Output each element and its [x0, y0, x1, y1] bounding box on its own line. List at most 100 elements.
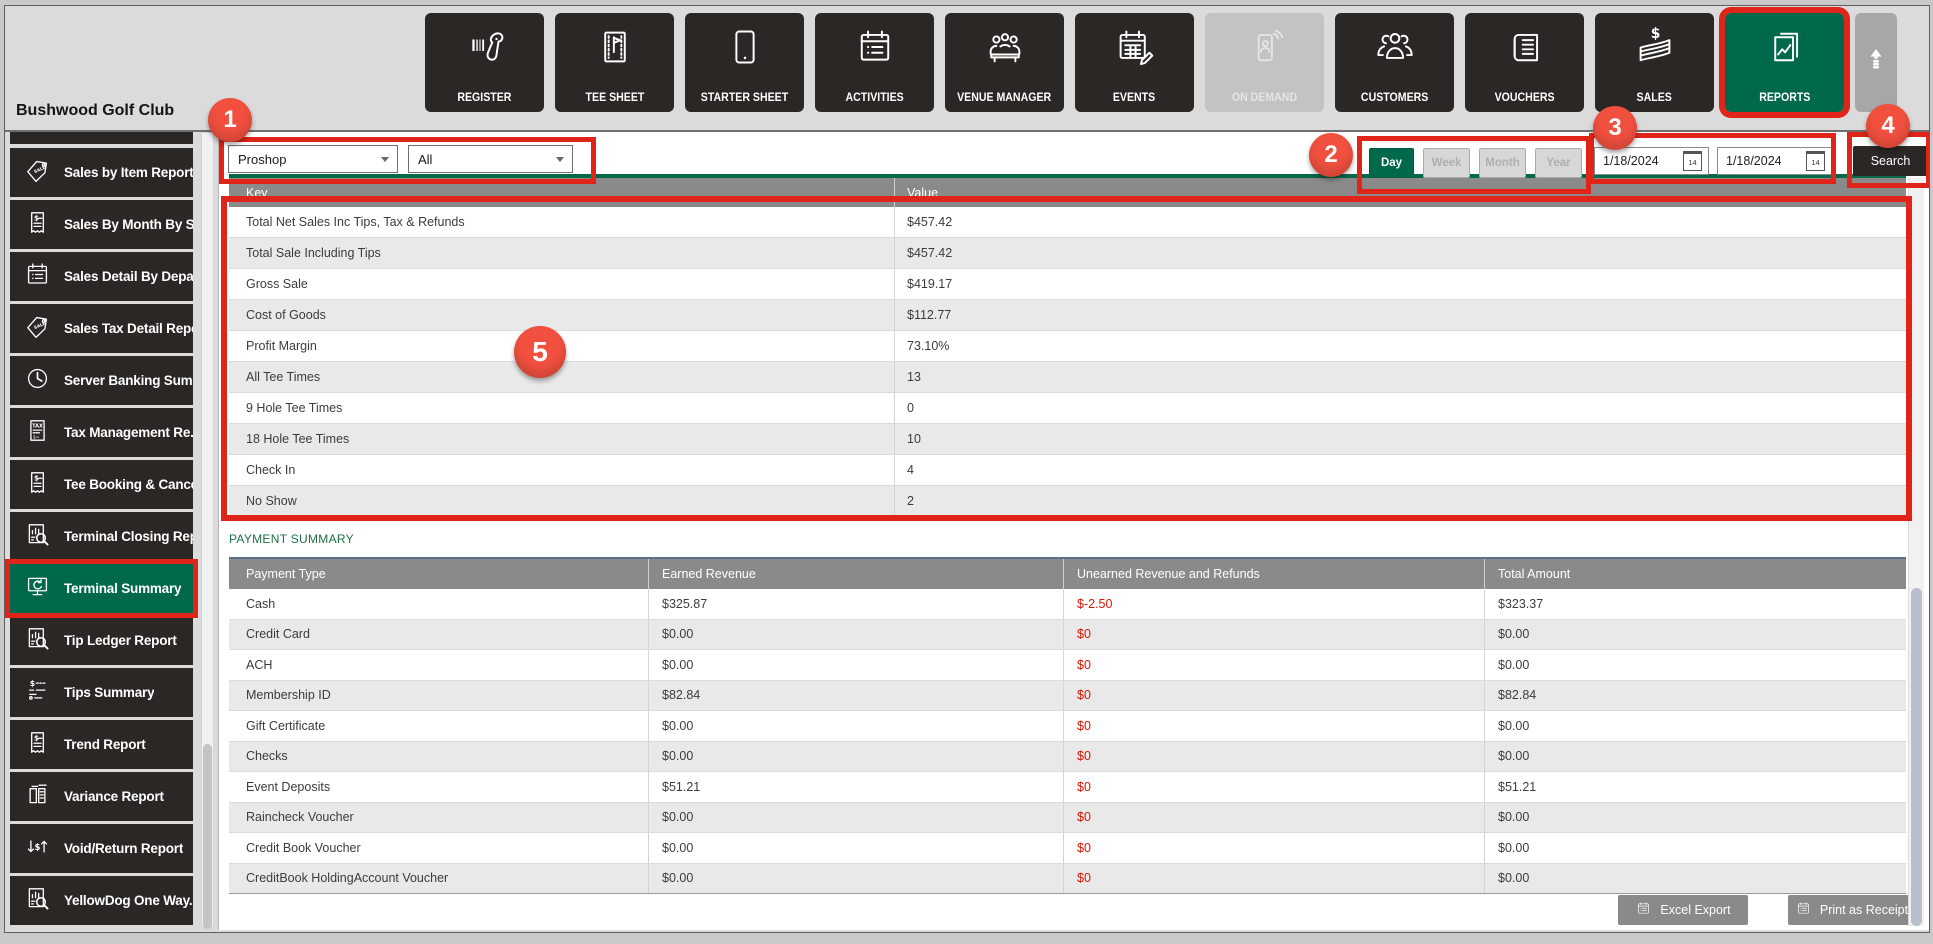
- sidebar-item-partial[interactable]: [10, 132, 193, 144]
- content-scrollbar[interactable]: [1908, 178, 1924, 926]
- toolbar-starter-sheet-button[interactable]: STARTER SHEET: [685, 13, 804, 112]
- toolbar-button-label: SALES: [1636, 92, 1673, 104]
- sidebar-item-label: YellowDog One Way...: [64, 893, 193, 908]
- summary-header-key: Key: [229, 178, 895, 207]
- table-row: Gross Sale $419.17: [229, 269, 1906, 300]
- sidebar-scrollbar[interactable]: [201, 132, 214, 929]
- toolbar-register-button[interactable]: REGISTER: [425, 13, 544, 112]
- row-key-cell: No Show: [229, 486, 895, 516]
- toolbar-sales-button[interactable]: $ SALES: [1595, 13, 1714, 112]
- toolbar-events-button[interactable]: EVENTS: [1075, 13, 1194, 112]
- calendar-icon[interactable]: 14: [1806, 151, 1825, 171]
- sidebar-item-label: Terminal Summary: [64, 581, 182, 596]
- terminal-summary-table: Key Value Total Net Sales Inc Tips, Tax …: [229, 174, 1906, 517]
- payment-header-type: Payment Type: [229, 559, 649, 589]
- sidebar-item-tax-management-report[interactable]: TAX $= Tax Management Re...: [10, 408, 193, 457]
- date-to-field[interactable]: 14: [1717, 147, 1832, 175]
- toolbar-scroll-up-button[interactable]: [1855, 13, 1897, 112]
- sidebar-scrollbar-thumb[interactable]: [203, 744, 212, 929]
- toolbar-vouchers-button[interactable]: VOUCHERS: [1465, 13, 1584, 112]
- toolbar-button-label: REPORTS: [1758, 92, 1811, 104]
- content-scrollbar-thumb[interactable]: [1911, 588, 1922, 926]
- dollar-list-icon: $: [22, 675, 53, 711]
- date-from-input[interactable]: [1595, 153, 1683, 169]
- excel-export-button[interactable]: Excel Export: [1618, 895, 1748, 925]
- void-return-icon: $: [22, 831, 53, 867]
- monitor-refresh-icon: [22, 571, 53, 607]
- toolbar-button-label: VENUE MANAGER: [957, 92, 1052, 104]
- table-row: CreditBook HoldingAccount Voucher $0.00 $0…: [229, 863, 1906, 894]
- receipt-dollar-icon: $: [22, 727, 53, 763]
- toolbar-customers-button[interactable]: CUSTOMERS: [1335, 13, 1454, 112]
- sidebar-item-label: Sales Detail By Depar...: [64, 269, 193, 284]
- payment-header-total: Total Amount: [1498, 567, 1571, 581]
- svg-text:$: $: [34, 474, 39, 482]
- sidebar-item-label: Terminal Closing Rep...: [64, 529, 193, 544]
- sidebar-item-terminal-closing-report[interactable]: Terminal Closing Rep...: [10, 512, 193, 561]
- toolbar-venue-manager-button[interactable]: VENUE MANAGER: [945, 13, 1064, 112]
- period-year-button[interactable]: Year: [1535, 148, 1582, 178]
- period-month-button[interactable]: Month: [1479, 148, 1526, 178]
- sidebar-item-label: Sales Tax Detail Report: [64, 321, 193, 336]
- row-value-cell: $112.77: [907, 308, 952, 322]
- period-day-button[interactable]: Day: [1369, 148, 1414, 178]
- toolbar-button-label: VOUCHERS: [1494, 92, 1555, 104]
- toolbar-activities-button[interactable]: ACTIVITIES: [815, 13, 934, 112]
- sidebar-item-sales-tax-detail-report[interactable]: SALE Sales Tax Detail Report: [10, 304, 193, 353]
- sidebar-item-terminal-summary[interactable]: Terminal Summary: [5, 559, 198, 618]
- toolbar-tee-sheet-button[interactable]: TEE SHEET: [555, 13, 674, 112]
- svg-text:SALE: SALE: [33, 320, 46, 330]
- calendar-list-icon: [852, 24, 898, 75]
- phone-signal-icon: [1242, 24, 1288, 75]
- toolbar-reports-button[interactable]: REPORTS: [1719, 7, 1850, 118]
- summary-table-header: Key Value: [229, 178, 1906, 207]
- sidebar-item-tips-summary[interactable]: $ Tips Summary: [10, 668, 193, 717]
- table-row: Gift Certificate $0.00 $0 $0.00: [229, 711, 1906, 742]
- chevron-down-icon: [381, 156, 389, 162]
- sidebar-item-label: Variance Report: [64, 789, 164, 804]
- date-from-field[interactable]: 14: [1594, 147, 1709, 175]
- table-row: Total Sale Including Tips $457.42: [229, 238, 1906, 269]
- toolbar-button-label: EVENTS: [1113, 92, 1156, 104]
- sidebar-item-label: Sales by Item Report: [64, 165, 193, 180]
- period-week-button[interactable]: Week: [1423, 148, 1470, 178]
- calendar-pencil-icon: [1112, 24, 1158, 75]
- calendar-icon-day: 14: [1811, 157, 1820, 167]
- location-dropdown[interactable]: Proshop: [228, 145, 398, 173]
- category-dropdown[interactable]: All: [408, 145, 573, 173]
- clock-icon: [22, 363, 53, 399]
- sidebar-item-sales-detail-by-department[interactable]: Sales Detail By Depar...: [10, 252, 193, 301]
- sidebar-item-sales-by-month[interactable]: $ Sales By Month By S...: [10, 200, 193, 249]
- table-row: Membership ID $82.84 $0 $82.84: [229, 680, 1906, 711]
- svg-text:$: $: [34, 734, 39, 742]
- print-as-receipt-button[interactable]: Print as Receipt: [1788, 895, 1915, 925]
- row-value-cell: 0: [907, 401, 914, 415]
- sidebar-item-server-banking-summary[interactable]: Server Banking Sum...: [10, 356, 193, 405]
- calendar-icon[interactable]: 14: [1683, 151, 1702, 171]
- sidebar-item-tee-booking-cancellation[interactable]: $ Tee Booking & Cance...: [10, 460, 193, 509]
- summary-header-value: Value: [907, 185, 939, 200]
- table-row: Raincheck Voucher $0.00 $0 $0.00: [229, 802, 1906, 833]
- receipt-dollar-icon: $: [22, 207, 53, 243]
- sidebar-item-variance-report[interactable]: Variance Report: [10, 772, 193, 821]
- sidebar-item-sales-by-item-report[interactable]: SALE Sales by Item Report: [10, 148, 193, 197]
- sidebar-item-yellowdog-one-way[interactable]: YellowDog One Way...: [10, 876, 193, 925]
- toolbar-button-label: ON DEMAND: [1231, 92, 1298, 104]
- row-key-cell: 9 Hole Tee Times: [229, 393, 895, 423]
- receipt-dollar-icon: $: [22, 467, 53, 503]
- sidebar-item-label: Tee Booking & Cance...: [64, 477, 193, 492]
- chart-magnifier-icon: [22, 623, 53, 659]
- row-key-cell: 18 Hole Tee Times: [229, 424, 895, 454]
- sidebar-item-tip-ledger-report[interactable]: Tip Ledger Report: [10, 616, 193, 665]
- search-button[interactable]: Search: [1853, 146, 1928, 176]
- club-name: Bushwood Golf Club: [16, 102, 175, 119]
- svg-text:$: $: [1650, 26, 1660, 42]
- date-to-input[interactable]: [1718, 153, 1806, 169]
- document-pair-icon: [22, 779, 53, 815]
- sidebar-item-trend-report[interactable]: $ Trend Report: [10, 720, 193, 769]
- sidebar-item-void-return-report[interactable]: $ Void/Return Report: [10, 824, 193, 873]
- table-row: 18 Hole Tee Times 10: [229, 424, 1906, 455]
- chart-magnifier-icon: [22, 519, 53, 555]
- payment-table-header: Payment Type Earned Revenue Unearned Rev…: [229, 559, 1906, 589]
- sidebar-item-label: Trend Report: [64, 737, 146, 752]
